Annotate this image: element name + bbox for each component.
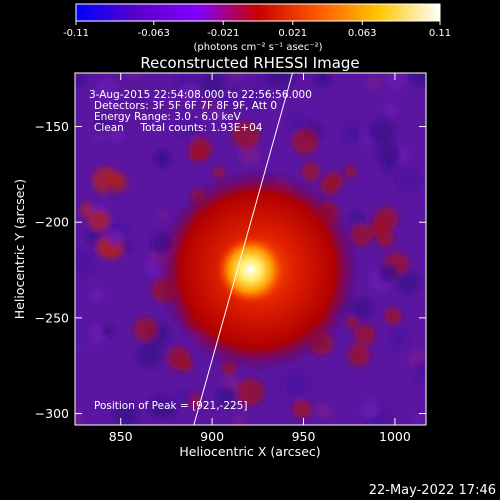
chart-title: Reconstructed RHESSI Image xyxy=(140,54,359,72)
colorbar-ticks: -0.11 -0.063 -0.021 0.021 0.063 0.11 xyxy=(63,21,451,39)
x-axis-label: Heliocentric X (arcsec) xyxy=(179,444,320,459)
y-tick-label: −150 xyxy=(35,119,69,134)
annotation-detectors: Detectors: 3F 5F 6F 7F 8F 9F, Att 0 xyxy=(94,100,277,112)
x-axis-ticks: 850 900 950 1000 xyxy=(109,73,411,444)
timestamp: 22-May-2022 17:46 xyxy=(369,483,496,498)
plot-frame xyxy=(74,72,427,426)
plot-area xyxy=(75,73,426,425)
y-axis-label: Heliocentric Y (arcsec) xyxy=(12,179,27,319)
colorbar-unit-label: (photons cm⁻² s⁻¹ asec⁻²) xyxy=(193,42,322,53)
peak-position-label: Position of Peak = [921,-225] xyxy=(94,400,248,412)
x-tick-label: 950 xyxy=(292,429,316,444)
colorbar-tick-label: 0.11 xyxy=(429,28,451,39)
colorbar-tick-label: -0.11 xyxy=(63,28,89,39)
y-tick-label: −200 xyxy=(35,215,69,230)
y-axis-ticks: −150 −200 −250 −300 xyxy=(35,119,426,421)
peak-source xyxy=(216,236,285,304)
colorbar xyxy=(75,3,441,22)
x-tick-label: 850 xyxy=(109,429,133,444)
x-tick-label: 1000 xyxy=(379,429,411,444)
annotation-time: 3-Aug-2015 22:54:08.000 to 22:56:56.000 xyxy=(89,89,312,101)
colorbar-tick-label: 0.063 xyxy=(348,28,377,39)
annotation-clean: Clean Total counts: 1.93E+04 xyxy=(94,122,263,134)
colorbar-tick-label: -0.063 xyxy=(138,28,170,39)
colorbar-tick-label: -0.021 xyxy=(207,28,239,39)
annotation-block: 3-Aug-2015 22:54:08.000 to 22:56:56.000 … xyxy=(89,89,312,134)
annotation-energy: Energy Range: 3.0 - 6.0 keV xyxy=(94,111,242,123)
y-tick-label: −300 xyxy=(35,406,69,421)
colorbar-tick-label: 0.021 xyxy=(278,28,307,39)
x-tick-label: 900 xyxy=(200,429,224,444)
y-tick-label: −250 xyxy=(35,310,69,325)
solar-limb-line xyxy=(193,73,294,425)
